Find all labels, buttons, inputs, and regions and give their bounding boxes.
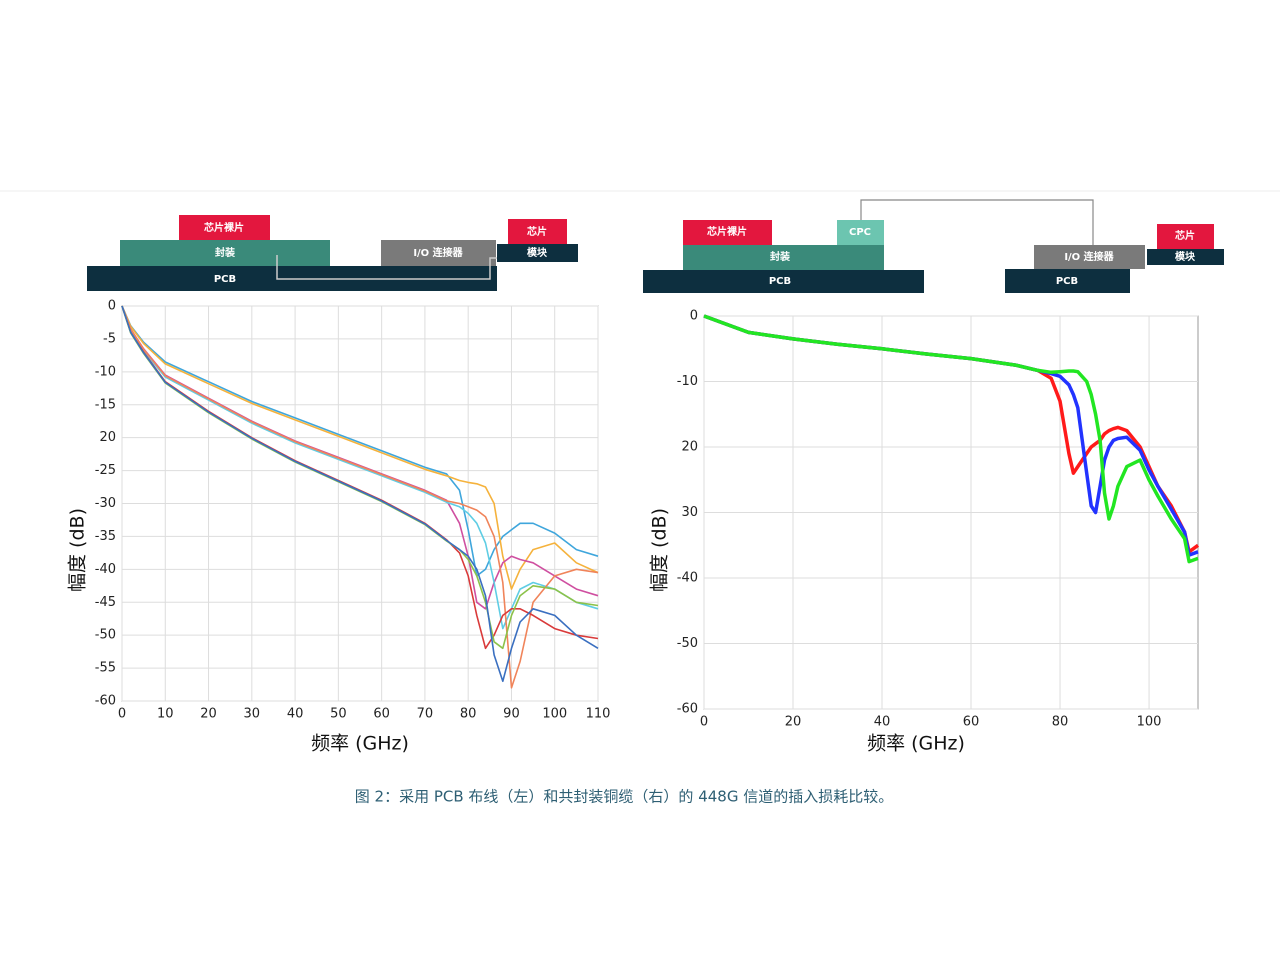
label: CPC [849, 227, 871, 238]
connector-block [1034, 245, 1145, 269]
y-tick-label: -40 [677, 571, 698, 586]
package-block [683, 245, 884, 270]
cpc-block [837, 220, 884, 245]
label: I/O 连接器 [413, 246, 463, 259]
series-line [121, 305, 599, 683]
x-tick-label: 0 [700, 715, 708, 730]
x-tick-label: 40 [874, 715, 891, 730]
chip-block [1157, 224, 1214, 249]
x-axis-label: 频率 (GHz) [867, 733, 965, 755]
connector-block [381, 240, 496, 266]
chip-block [508, 219, 567, 244]
die-block [179, 215, 270, 240]
x-tick-label: 10 [157, 707, 174, 722]
y-tick-label: 20 [99, 430, 116, 445]
x-tick-label: 60 [963, 715, 980, 730]
y-tick-label: -50 [677, 636, 698, 651]
y-tick-label: -50 [95, 628, 116, 643]
y-axis-label: 幅度 (dB) [67, 508, 89, 592]
x-tick-label: 100 [1137, 715, 1162, 730]
y-tick-label: -40 [95, 562, 116, 577]
y-tick-label: -45 [95, 595, 116, 610]
label: 封装 [770, 250, 790, 263]
diagram-left: 芯片裸片 封装 PCB I/O 连接器 芯片 模块 [87, 215, 578, 291]
x-tick-label: 100 [542, 707, 567, 722]
y-tick-label: 0 [690, 309, 698, 324]
x-tick-label: 20 [200, 707, 217, 722]
x-tick-label: 110 [586, 707, 611, 722]
y-tick-label: 30 [681, 505, 698, 520]
y-tick-label: -25 [95, 463, 116, 478]
module-block [1147, 249, 1224, 265]
diagram-right: 芯片裸片 CPC 封装 PCB I/O 连接器 PCB 芯片 模块 [643, 199, 1224, 293]
x-tick-label: 40 [287, 707, 304, 722]
x-tick-label: 50 [330, 707, 347, 722]
series-line [703, 314, 1199, 564]
y-tick-label: -60 [95, 694, 116, 709]
pcb-block [643, 270, 924, 293]
label: 芯片 [527, 225, 547, 238]
y-tick-label: -5 [103, 331, 116, 346]
x-tick-label: 80 [460, 707, 477, 722]
caption: 图 2：采用 PCB 布线（左）和共封装铜缆（右）的 448G 信道的插入损耗比… [355, 788, 893, 806]
label: PCB [1056, 276, 1078, 287]
x-tick-label: 30 [244, 707, 261, 722]
package-block [120, 240, 330, 266]
label: 芯片裸片 [707, 225, 747, 238]
x-tick-label: 60 [373, 707, 390, 722]
cable [860, 199, 1094, 245]
label: 封装 [215, 246, 235, 259]
y-tick-label: 0 [108, 299, 116, 314]
y-tick-label: -30 [95, 496, 116, 511]
module-block [497, 244, 578, 262]
x-tick-label: 20 [785, 715, 802, 730]
series-line [121, 305, 599, 577]
x-tick-label: 90 [503, 707, 520, 722]
x-axis-label: 频率 (GHz) [311, 733, 409, 755]
y-tick-label: -15 [95, 397, 116, 412]
label: 芯片裸片 [204, 221, 244, 234]
series-line [121, 305, 599, 590]
y-tick-label: 20 [681, 440, 698, 455]
pcb-block [1005, 269, 1130, 293]
label: PCB [214, 274, 236, 285]
label: 模块 [527, 246, 548, 259]
x-tick-label: 70 [417, 707, 434, 722]
x-tick-label: 80 [1052, 715, 1069, 730]
trace [276, 255, 497, 280]
series-line [121, 305, 599, 689]
label: PCB [769, 276, 791, 287]
y-tick-label: -60 [677, 702, 698, 717]
label: 模块 [1175, 250, 1196, 263]
y-tick-label: -55 [95, 661, 116, 676]
label: 芯片 [1175, 229, 1195, 242]
x-tick-label: 0 [118, 707, 126, 722]
label: I/O 连接器 [1064, 250, 1114, 263]
y-tick-label: -10 [95, 364, 116, 379]
y-tick-label: -35 [95, 529, 116, 544]
y-axis-label: 幅度 (dB) [649, 508, 671, 592]
series-line [121, 305, 599, 630]
y-tick-label: -10 [677, 374, 698, 389]
die-block [683, 220, 772, 245]
